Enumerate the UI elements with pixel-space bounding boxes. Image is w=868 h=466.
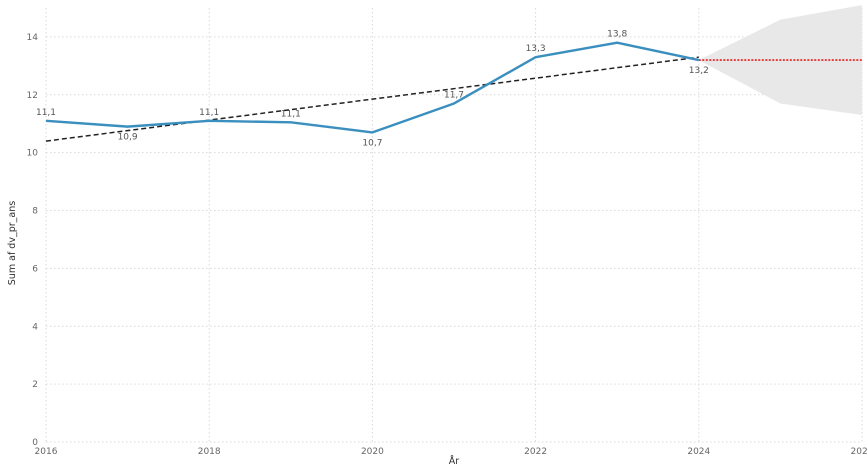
x-axis-title: År: [449, 455, 459, 466]
data-label: 13,3: [526, 44, 546, 54]
y-tick-label: 4: [32, 322, 38, 332]
data-label: 10,7: [362, 138, 382, 148]
y-tick-label: 14: [27, 33, 39, 43]
data-label: 13,8: [607, 30, 627, 40]
data-label: 10,9: [118, 133, 138, 143]
data-label: 11,1: [36, 108, 56, 118]
y-tick-label: 12: [27, 91, 38, 101]
data-labels-layer: 11,1 10,9 11,1 11,1 10,7 11,7 13,3 13,8 13,2: [36, 30, 709, 149]
series-layer: [45, 41, 700, 134]
x-tick-label: 2018: [198, 447, 221, 457]
grid: [45, 8, 863, 443]
x-tick-label: 2024: [687, 447, 710, 457]
y-tick-label: 0: [32, 438, 38, 448]
data-label: 11,1: [199, 108, 219, 118]
x-tick-label: 2026: [851, 447, 868, 457]
tick-labels-layer: 0 2 4 6 8 10 12 14 2016 2018 2020 2022 2024 2026: [27, 33, 868, 457]
y-tick-label: 8: [32, 207, 38, 217]
y-tick-label: 10: [27, 149, 39, 159]
trend-layer: [45, 56, 699, 142]
data-label: 11,1: [281, 109, 301, 119]
y-axis-title: Sum af dv_pr_ans: [7, 201, 18, 285]
y-tick-label: 2: [32, 380, 38, 390]
data-label: 13,2: [689, 66, 709, 76]
x-tick-label: 2022: [524, 447, 547, 457]
data-label: 11,7: [444, 90, 464, 100]
x-tick-label: 2016: [35, 447, 58, 457]
x-tick-label: 2020: [361, 447, 384, 457]
y-tick-label: 6: [32, 264, 38, 274]
trend-line: [45, 56, 699, 142]
